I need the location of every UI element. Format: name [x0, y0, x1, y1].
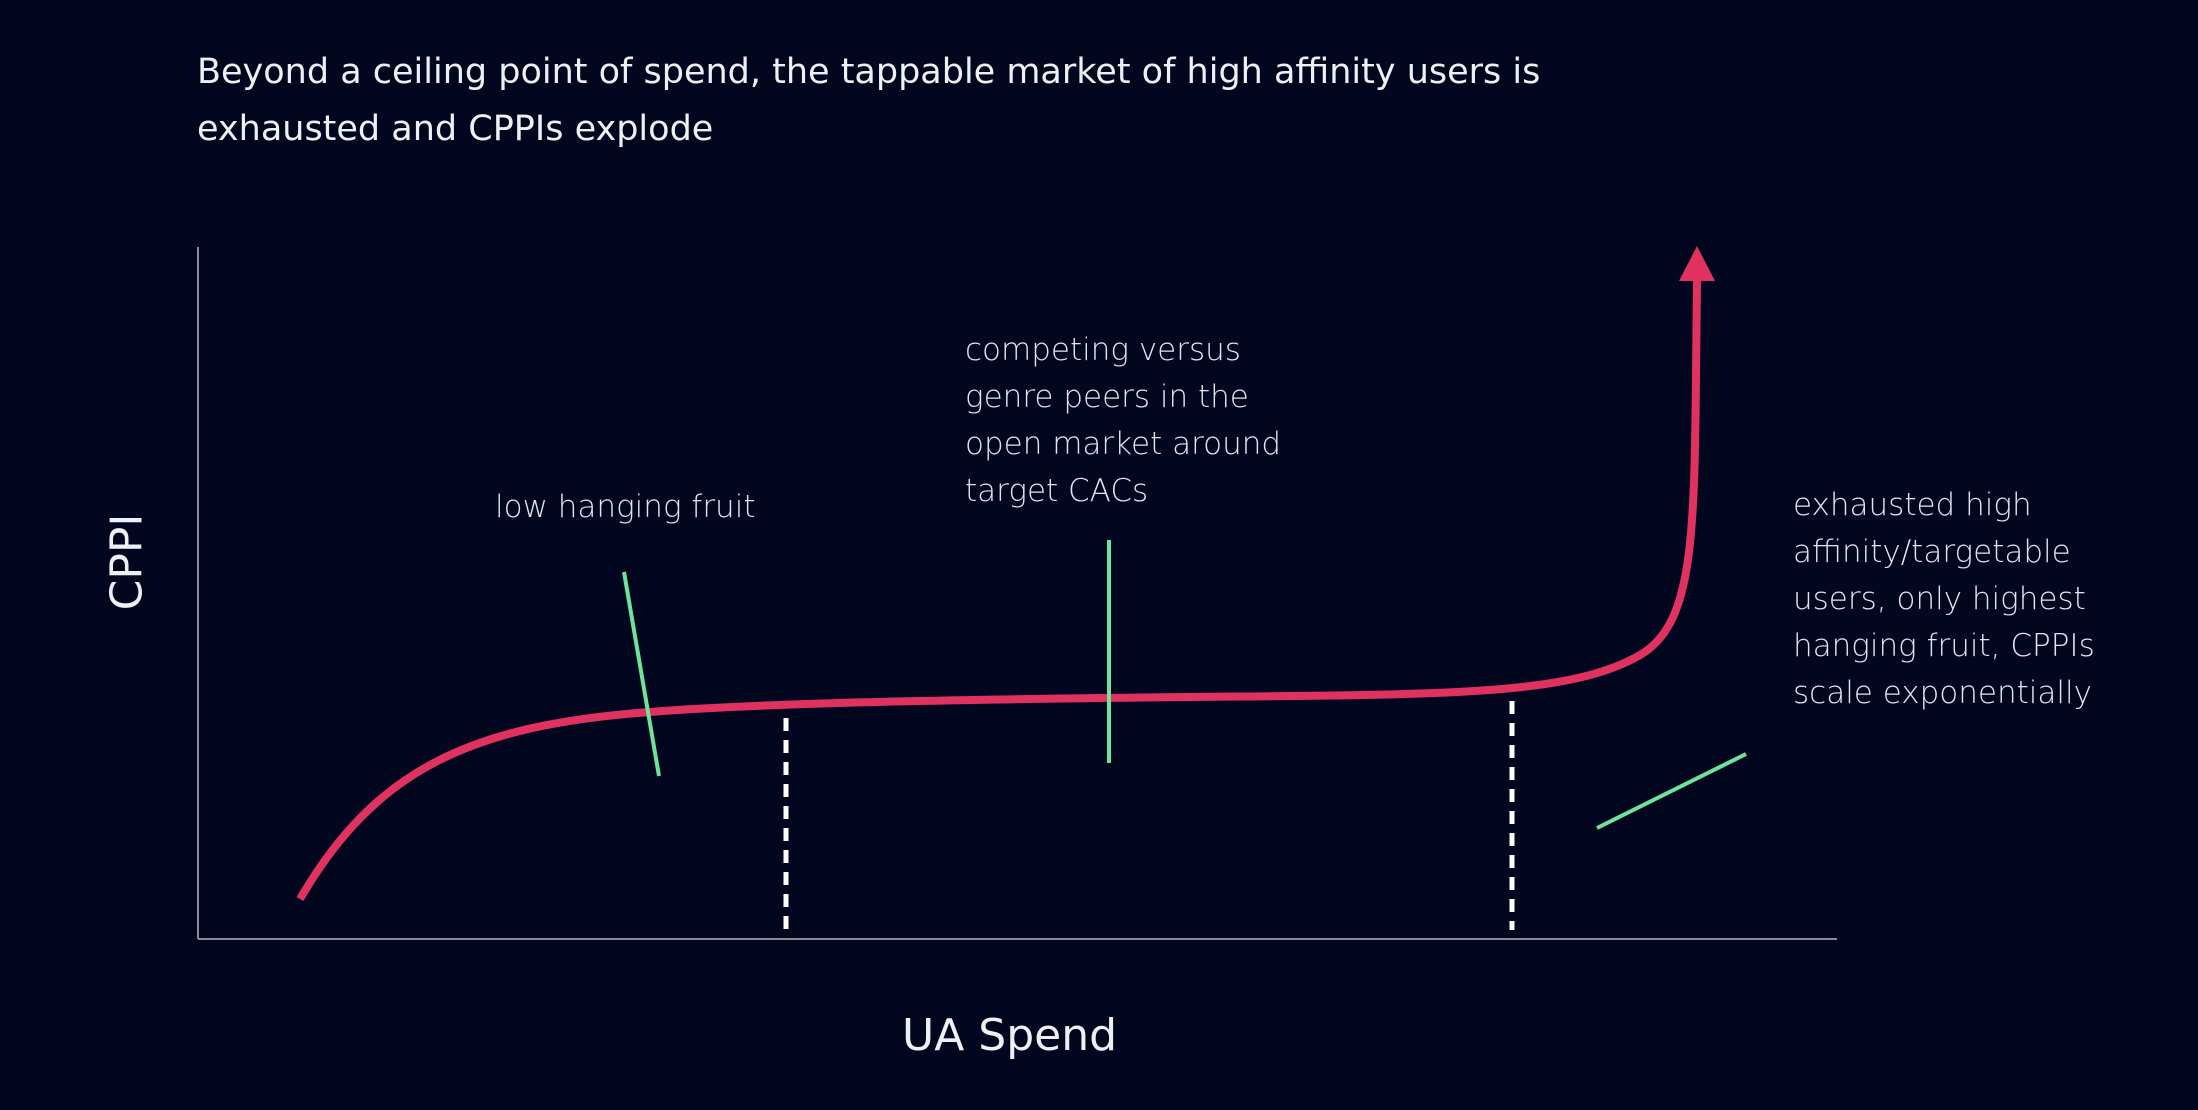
slide-title: Beyond a ceiling point of spend, the tap…: [197, 52, 1541, 149]
annotation-exhausted: exhausted high affinity/targetable users…: [1793, 487, 2095, 711]
curve-arrowhead: [1679, 246, 1715, 281]
annotation-low-hanging-fruit: low hanging fruit: [495, 489, 756, 525]
annotation-competing: competing versus genre peers in the open…: [965, 332, 1282, 509]
cppi-curve: [296, 279, 1701, 902]
y-axis-label: CPPI: [101, 513, 153, 611]
pointer-exhausted: [1596, 752, 1747, 830]
x-axis-label: UA Spend: [902, 1010, 1118, 1061]
pointer-low-hanging: [622, 571, 661, 777]
